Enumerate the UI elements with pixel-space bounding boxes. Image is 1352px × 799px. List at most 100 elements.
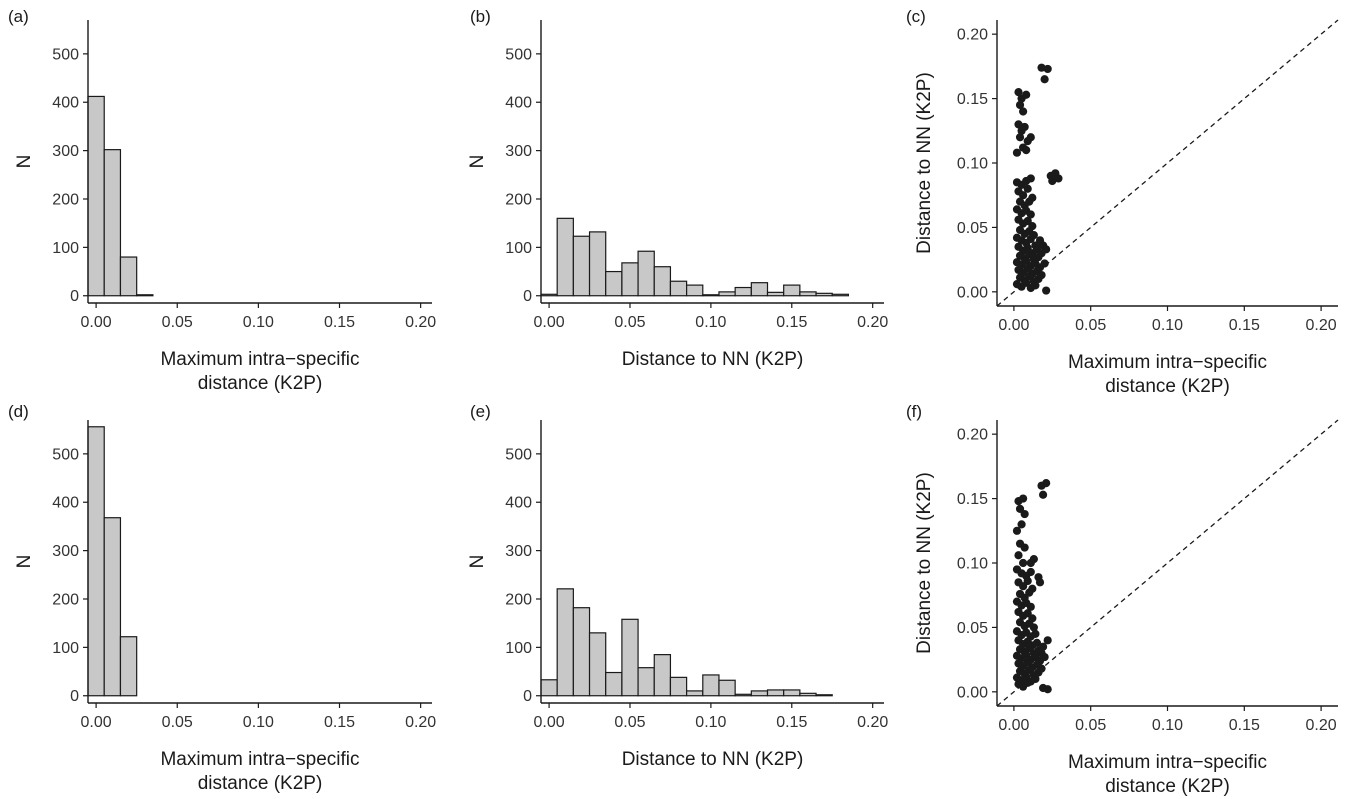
x-tick-label: 0.20 [857,714,888,731]
scatter-point [1031,281,1040,290]
x-tick-label: 0.05 [614,314,645,331]
y-tick-label: 100 [505,240,532,257]
y-tick-label: 500 [505,46,532,63]
histogram-bar [103,517,122,697]
y-tick-label: 100 [505,640,532,657]
x-tick-label: 0.20 [405,714,436,731]
y-axis-title: N [467,555,488,569]
x-axis-title: distance (K2P) [1105,376,1230,397]
y-tick-label: 0.10 [957,156,988,173]
reference-line [996,419,1339,707]
histogram-bar [718,291,736,297]
histogram-bar [556,588,574,697]
scatter-point [1031,674,1040,684]
panel-d: (d) 0.00 0.05 0.10 0.15 0.20 0 100 200 300 400 500 M… [8,402,436,794]
histogram-bar [831,293,850,297]
histogram-bar [653,266,672,297]
x-tick-label: 0.00 [998,317,1029,334]
y-tick-label: 300 [505,143,532,160]
x-tick-label: 0.05 [162,714,193,731]
x-axis-title: Maximum intra−specific [160,349,359,370]
histogram-bar [686,690,704,697]
y-tick-label: 400 [505,495,532,512]
y-tick-label: 0.05 [957,620,988,637]
scatter-point [1037,63,1046,72]
histogram-bar [621,262,639,297]
panel-label: (c) [906,7,926,26]
y-tick-label: 100 [52,240,79,257]
x-axis-title: distance (K2P) [1105,776,1230,797]
scatter-point [1026,174,1035,183]
scatter-point [1026,234,1035,244]
y-tick-label: 100 [52,640,79,657]
histogram-bar [718,679,736,697]
y-tick-label: 0.20 [957,427,988,444]
scatter-point [1015,133,1025,142]
scatter-point [1026,602,1035,611]
x-tick-label: 0.00 [534,714,565,731]
histogram-bar [605,671,623,697]
scatter-point [1043,685,1052,694]
histogram-bar [556,217,574,297]
scatter-point [1023,184,1032,193]
scatter-point [1025,588,1034,597]
scatter-point [1026,210,1035,219]
panel-a: (a) 0.00 0.05 0.10 0.15 0.20 0 100 200 300 400 500 M… [8,7,436,394]
scatter-point [1023,678,1032,687]
histogram-bar [103,149,122,297]
panel-label: (f) [906,402,922,421]
y-tick-label: 300 [52,143,79,160]
x-axis-title: distance (K2P) [198,373,323,394]
y-tick-label: 200 [505,591,532,608]
x-tick-label: 0.00 [81,314,112,331]
x-tick-label: 0.15 [776,314,807,331]
scatter-point [1014,88,1023,97]
histogram-bar [669,676,688,697]
histogram-bar [766,689,785,697]
histogram-bar [783,284,801,297]
y-tick-label: 200 [52,591,79,608]
scatter-point [1026,558,1035,568]
scatter-point [1029,623,1038,632]
scatter-point [1022,90,1031,99]
x-tick-label: 0.15 [324,314,355,331]
histogram-bar [87,426,105,697]
y-tick-label: 0 [523,288,532,305]
panel-e: (e) 0.00 0.05 0.10 0.15 0.20 0 100 200 300 400 500 D… [467,402,888,770]
scatter-point [1034,668,1043,677]
x-tick-label: 0.10 [243,314,274,331]
scatter-point [1017,520,1026,529]
y-axis-title: Distance to NN (K2P) [914,472,935,654]
x-tick-label: 0.05 [1075,317,1106,334]
reference-line [996,19,1339,307]
scatter-point [1038,642,1048,651]
scatter-point [1023,576,1032,586]
scatter-point [1043,636,1052,645]
scatter-point [1040,652,1049,662]
y-tick-label: 400 [505,95,532,112]
y-tick-label: 500 [52,46,79,63]
scatter-point [1012,148,1022,157]
scatter-point [1040,75,1049,84]
x-tick-label: 0.15 [324,714,355,731]
histogram-bar [734,286,752,297]
y-tick-label: 0 [70,288,79,305]
y-tick-label: 300 [505,543,532,560]
histogram-bar [572,607,591,697]
histogram-bar [637,250,655,297]
scatter-point [1012,526,1022,535]
x-axis-title: Maximum intra−specific [160,749,359,770]
scatter-point [1038,490,1048,499]
histogram-bar [734,693,752,697]
scatter-point [1031,629,1040,638]
scatter-point [1015,100,1025,110]
scatter-point [1040,259,1049,268]
scatter-point [1026,567,1035,577]
x-axis-title: Distance to NN (K2P) [622,749,804,770]
scatter-point [1043,64,1052,74]
y-tick-label: 300 [52,543,79,560]
scatter-point [1019,558,1028,568]
histogram-bar [766,291,785,297]
scatter-point [1020,509,1029,519]
